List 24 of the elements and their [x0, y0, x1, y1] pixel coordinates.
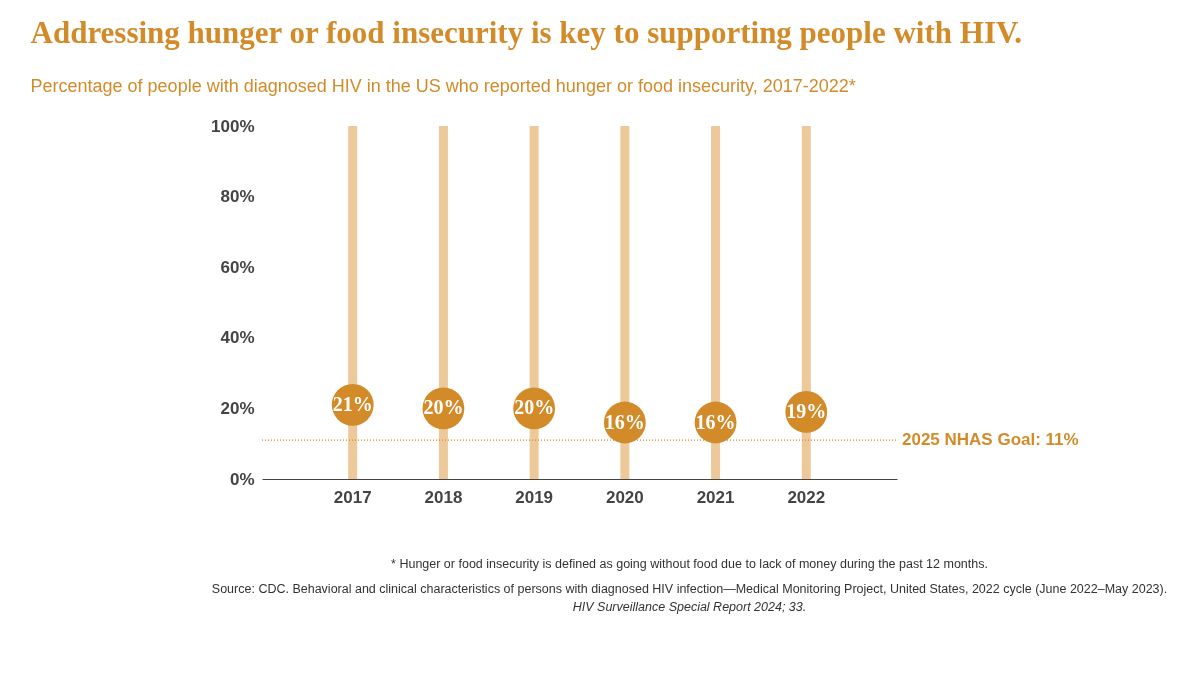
x-tick-label: 2020 [605, 487, 644, 507]
data-label: 21% [332, 392, 373, 415]
x-tick-label: 2019 [515, 487, 554, 507]
data-label: 16% [695, 410, 736, 433]
y-tick-label: 60% [220, 257, 255, 277]
data-label: 20% [423, 396, 464, 419]
chart-title: Addressing hunger or food insecurity is key to supporting people with HIV. [30, 15, 1023, 50]
y-tick-label: 0% [229, 469, 255, 489]
x-tick-label: 2018 [424, 487, 463, 507]
data-label: 19% [786, 399, 827, 422]
y-tick-label: 40% [220, 328, 255, 348]
x-tick-label: 2021 [696, 487, 735, 507]
source-note: Source: CDC. Behavioral and clinical characteristics of persons with diagnosed HIV infection—Medical Monitoring Project, United States, 2022 cycle (June 2022–May 2023). [211, 582, 1168, 596]
ref-line-label: 2025 NHAS Goal: 11% [902, 430, 1079, 450]
data-label: 20% [514, 396, 555, 419]
y-tick-label: 100% [211, 116, 255, 136]
y-tick-label: 20% [220, 398, 255, 418]
x-tick-label: 2017 [333, 487, 372, 507]
y-tick-label: 80% [220, 187, 255, 207]
chart-subtitle: Percentage of people with diagnosed HIV in the US who reported hunger or food insecurity, 2017-2022* [30, 76, 856, 96]
x-tick-label: 2022 [787, 487, 826, 507]
data-label: 16% [604, 410, 645, 433]
text: HIV Surveillance Special Report 2024; 33. [572, 600, 807, 614]
text: * Hunger or food insecurity is defined as going without food due to lack of money during the past 12 months. [391, 557, 988, 571]
